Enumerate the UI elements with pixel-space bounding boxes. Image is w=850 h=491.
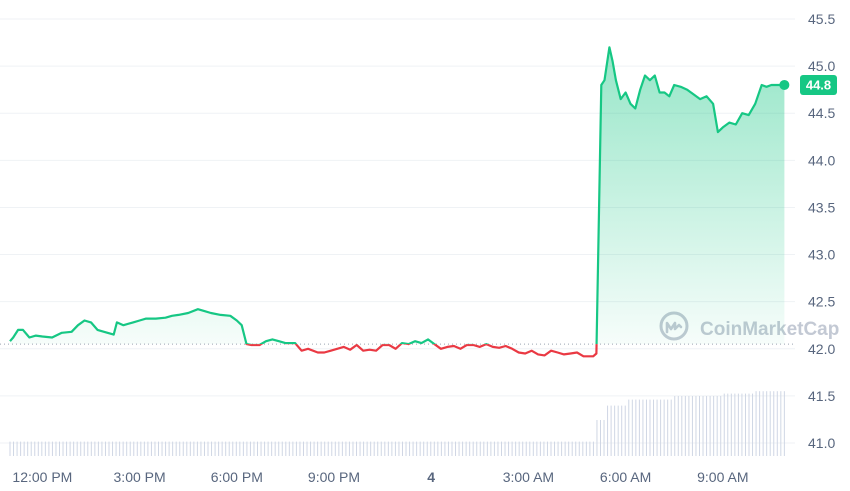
- current-price-dot: [779, 79, 790, 90]
- x-tick-label: 3:00 AM: [503, 469, 554, 485]
- x-tick-label: 6:00 AM: [600, 469, 651, 485]
- x-tick-label: 12:00 PM: [12, 469, 72, 485]
- y-tick-label: 45.5: [808, 11, 835, 27]
- current-price-badge: 44.8: [800, 74, 837, 95]
- y-tick-label: 44.5: [808, 105, 835, 121]
- y-tick-label: 45.0: [808, 58, 835, 74]
- y-tick-label: 44.0: [808, 152, 835, 168]
- volume-bars: [9, 391, 785, 456]
- x-axis: 12:00 PM 3:00 PM 6:00 PM 9:00 PM 4 3:00 AM 6:0…: [12, 469, 748, 485]
- x-tick-label: 9:00 AM: [697, 469, 748, 485]
- y-gridlines: [0, 18, 795, 444]
- current-price-label: 44.8: [806, 77, 831, 92]
- x-tick-label: 4: [427, 469, 435, 485]
- y-tick-label: 43.5: [808, 199, 835, 215]
- y-tick-label: 42.0: [808, 341, 835, 357]
- price-line-up: [9, 46, 785, 345]
- x-tick-label: 3:00 PM: [114, 469, 166, 485]
- x-tick-label: 6:00 PM: [211, 469, 263, 485]
- y-axis: 41.0 41.5 42.0 42.5 43.0 43.5 44.0 44.5 45.0 45.5: [808, 11, 835, 451]
- y-tick-label: 43.0: [808, 247, 835, 263]
- y-tick-label: 41.0: [808, 435, 835, 451]
- y-tick-label: 41.5: [808, 388, 835, 404]
- x-tick-label: 9:00 PM: [308, 469, 360, 485]
- y-tick-label: 42.5: [808, 294, 835, 310]
- price-area-fill: [10, 47, 785, 345]
